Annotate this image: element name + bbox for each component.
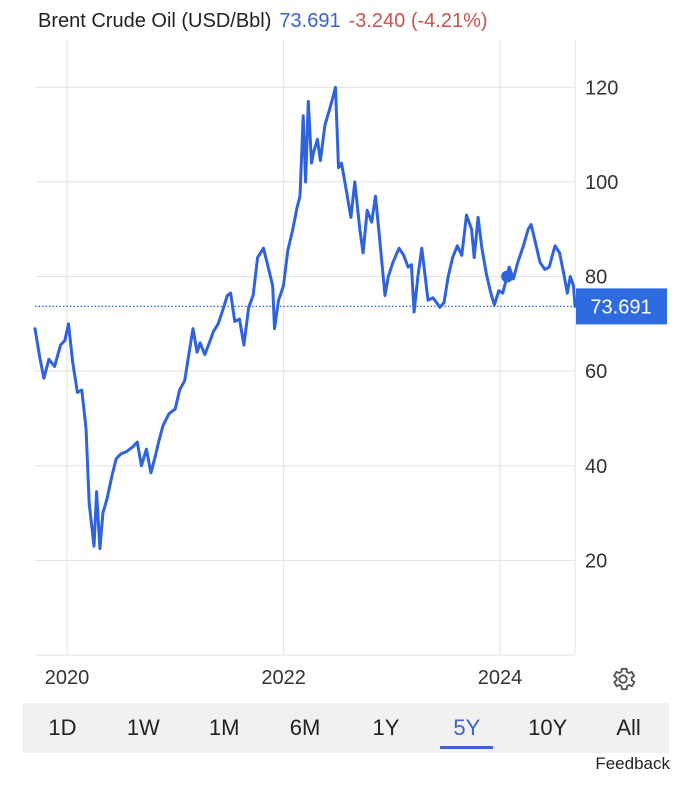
- price-line: [33, 85, 577, 551]
- x-tick-label: 2024: [478, 667, 523, 689]
- range-tab-6m[interactable]: 6M: [289, 715, 321, 740]
- y-tick-label: 20: [585, 550, 607, 572]
- gear-icon-graphic: [613, 667, 636, 691]
- y-tick-label: 100: [585, 172, 618, 194]
- x-tick-label: 2020: [45, 667, 90, 689]
- y-tick-label: 60: [585, 361, 607, 383]
- y-tick-label: 80: [585, 267, 607, 289]
- price-change: -3.240 (-4.21%): [348, 10, 488, 32]
- y-tick-label: 40: [585, 456, 607, 478]
- last-price-badge: [576, 288, 667, 325]
- instrument-name: Brent Crude Oil (USD/Bbl): [38, 10, 272, 32]
- range-tab-1d[interactable]: 1D: [48, 715, 77, 740]
- quote-header: Brent Crude Oil (USD/Bbl) 73.691 -3.240 (-…: [38, 10, 488, 33]
- last-price-label: 73.691: [590, 296, 651, 318]
- feedback-link[interactable]: Feedback: [595, 754, 670, 773]
- range-tab-1y[interactable]: 1Y: [372, 715, 400, 740]
- range-tab-10y[interactable]: 10Y: [528, 715, 568, 740]
- range-tab-all[interactable]: All: [616, 715, 641, 740]
- gear-icon[interactable]: [609, 665, 637, 693]
- price-marker-dot: [501, 270, 514, 283]
- current-price: 73.691: [279, 10, 341, 32]
- range-tab-1m[interactable]: 1M: [208, 715, 240, 740]
- price-chart[interactable]: 20 40 60 80 100 120 2020 2022 2024 73.691: [0, 0, 690, 700]
- range-tab-1w[interactable]: 1W: [126, 715, 160, 740]
- x-tick-label: 2022: [261, 667, 306, 689]
- range-tab-5y[interactable]: 5Y: [426, 703, 507, 753]
- time-range-selector: 1D 1W 1M 6M 1Y 5Y 10Y All: [22, 703, 669, 753]
- y-tick-label: 120: [585, 77, 618, 99]
